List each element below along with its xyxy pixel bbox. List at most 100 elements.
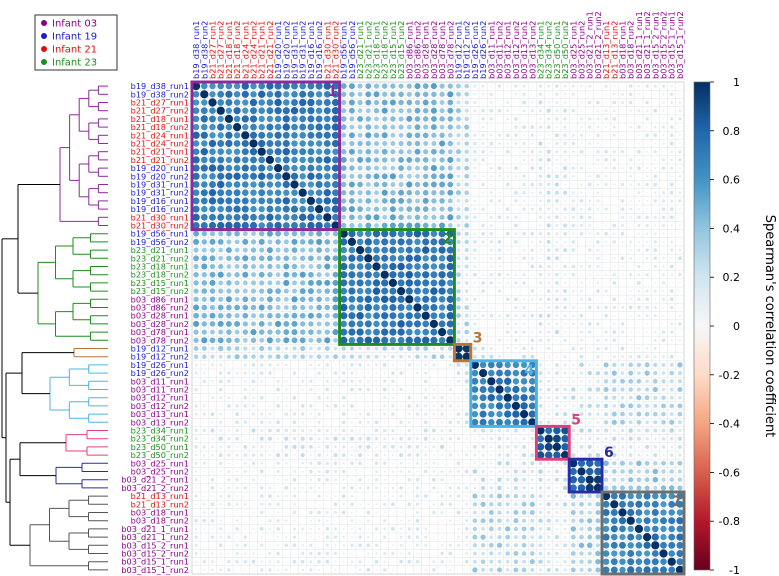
- correlation-dot: [382, 363, 387, 367]
- correlation-dot: [571, 272, 576, 277]
- correlation-dot: [612, 158, 616, 162]
- column-label: b19_d56_run1: [339, 21, 349, 79]
- correlation-dot: [610, 558, 618, 566]
- correlation-dot: [406, 165, 412, 171]
- correlation-dot: [439, 83, 445, 89]
- row-label: b23_d18_run2: [131, 270, 189, 280]
- correlation-dot: [586, 467, 594, 476]
- colorbar-tick-label: -0.8: [719, 515, 740, 528]
- correlation-dot: [465, 569, 468, 571]
- correlation-dot: [250, 197, 257, 205]
- correlation-dot: [630, 323, 632, 325]
- correlation-dot: [521, 551, 527, 556]
- correlation-dot: [441, 454, 444, 457]
- correlation-dot: [277, 372, 279, 374]
- correlation-dot: [662, 323, 665, 325]
- correlation-dot: [413, 303, 422, 312]
- correlation-dot: [449, 511, 452, 514]
- correlation-dot: [250, 263, 257, 270]
- correlation-dot: [241, 213, 249, 221]
- correlation-dot: [241, 172, 249, 180]
- correlation-dot: [473, 109, 477, 113]
- correlation-dot: [563, 387, 567, 392]
- correlation-dot: [431, 99, 437, 106]
- correlation-dot: [282, 172, 291, 181]
- correlation-dot: [679, 241, 681, 243]
- correlation-dot: [628, 461, 633, 466]
- correlation-dot: [333, 264, 338, 269]
- correlation-dot: [276, 551, 280, 556]
- correlation-dot: [441, 364, 443, 366]
- correlation-dot: [662, 109, 665, 112]
- correlation-dot: [282, 222, 290, 229]
- correlation-dot: [653, 395, 658, 400]
- correlation-dot: [498, 322, 501, 326]
- correlation-dot: [645, 240, 649, 244]
- correlation-dot: [579, 199, 584, 203]
- correlation-dot: [571, 395, 576, 400]
- correlation-dot: [555, 551, 559, 556]
- correlation-dot: [654, 224, 657, 227]
- correlation-dot: [571, 428, 576, 433]
- correlation-dot: [276, 428, 280, 433]
- row-label: b19_d26_run2: [131, 368, 189, 378]
- row-label: b03_d11_run2: [131, 385, 189, 395]
- correlation-dot: [242, 288, 248, 294]
- correlation-dot: [334, 544, 337, 547]
- correlation-dot: [506, 175, 509, 178]
- correlation-dot: [662, 232, 665, 235]
- correlation-dot: [299, 107, 307, 115]
- correlation-dot: [637, 453, 641, 457]
- correlation-dot: [668, 492, 675, 500]
- correlation-dot: [571, 109, 575, 113]
- correlation-dot: [481, 461, 485, 465]
- correlation-dot: [373, 108, 380, 114]
- correlation-dot: [679, 183, 681, 186]
- correlation-dot: [324, 239, 331, 245]
- correlation-dot: [628, 403, 634, 409]
- correlation-dot: [250, 189, 257, 196]
- correlation-dot: [405, 254, 413, 262]
- correlation-dot: [479, 410, 487, 418]
- correlation-dot: [498, 158, 501, 161]
- correlation-dot: [580, 109, 583, 112]
- correlation-dot: [274, 156, 282, 164]
- correlation-dot: [613, 85, 616, 88]
- correlation-dot: [414, 83, 421, 90]
- correlation-dot: [350, 535, 354, 539]
- correlation-dot: [359, 396, 362, 399]
- correlation-dot: [234, 264, 240, 269]
- correlation-dot: [275, 329, 281, 335]
- correlation-dot: [217, 304, 224, 311]
- correlation-dot: [438, 336, 446, 344]
- column-labels: b19_d38_run1b19_d38_run2b21_d27_run1b21_…: [191, 11, 685, 79]
- correlation-dot: [439, 206, 445, 212]
- correlation-dot: [268, 445, 272, 449]
- colorbar: 10.80.60.40.20-0.2-0.4-0.6-0.8-1 Spearma…: [693, 76, 777, 576]
- correlation-dot: [424, 568, 427, 572]
- correlation-dot: [587, 215, 592, 220]
- correlation-dot: [447, 279, 454, 287]
- correlation-dot: [242, 337, 248, 343]
- correlation-dot: [619, 558, 626, 565]
- correlation-dot: [211, 396, 214, 400]
- correlation-dot: [661, 207, 666, 211]
- correlation-dot: [315, 82, 323, 90]
- correlation-dot: [544, 451, 553, 459]
- correlation-dot: [356, 328, 364, 336]
- correlation-dot: [595, 403, 600, 408]
- row-label: b03_d78_run2: [131, 335, 189, 345]
- correlation-dot: [446, 246, 454, 254]
- correlation-dot: [324, 321, 330, 327]
- correlation-dot: [414, 181, 421, 188]
- correlation-dot: [438, 230, 446, 238]
- correlation-dot: [481, 133, 485, 137]
- correlation-dot: [266, 296, 273, 303]
- correlation-dot: [490, 331, 493, 333]
- correlation-dot: [342, 560, 345, 563]
- correlation-dot: [679, 290, 681, 292]
- correlation-dot: [610, 500, 619, 509]
- correlation-dot: [513, 551, 519, 556]
- correlation-dot: [334, 421, 337, 423]
- correlation-dot: [636, 460, 642, 467]
